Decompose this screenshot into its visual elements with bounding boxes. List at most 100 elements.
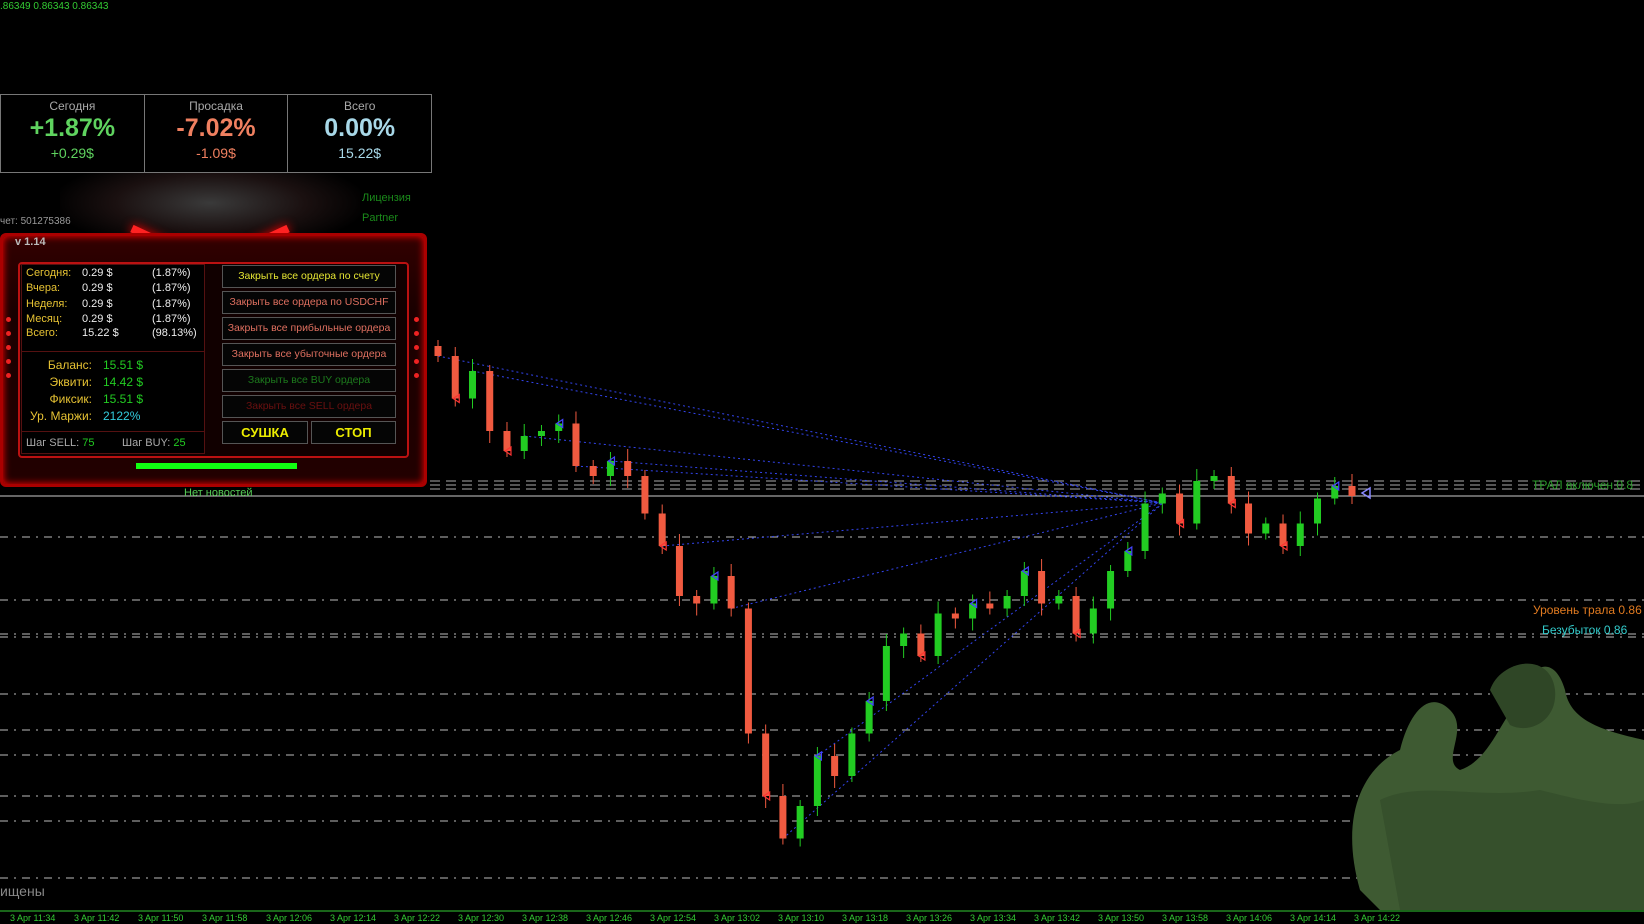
candle-body [520,436,528,451]
order-arrow [659,540,667,552]
candle-body [1227,476,1235,504]
candle-body [606,461,614,476]
candle-body [434,346,442,356]
account-row-value: 15.51 $ [103,358,144,372]
close-orders-button[interactable]: Закрыть все ордера по счету [222,265,396,288]
profit-row-label: Всего: [26,327,58,339]
profit-row-pct: (1.87%) [152,282,191,294]
candle-body [658,513,666,546]
candle-body [865,701,873,734]
breakeven-label: Безубыток 0.86 [1542,623,1628,637]
order-link-line [524,435,1164,504]
indicator-dot [414,359,419,364]
candle-body [1262,523,1270,534]
stat-amount: -1.09$ [196,145,236,161]
candle-body [641,476,649,514]
candle-body [1020,571,1028,596]
candle-body [1124,551,1132,571]
candle-body [744,608,752,734]
close-orders-button[interactable]: Закрыть все убыточные ордера [222,343,396,366]
order-arrow [1228,498,1236,509]
stat-percent: 0.00% [324,114,396,142]
order-link-line [575,465,1164,504]
partner-link[interactable]: Partner [362,212,399,224]
candle-body [831,756,839,776]
stat-percent: -7.02% [176,114,256,142]
hulk-image [1352,663,1644,910]
indicator-dot [414,331,419,336]
x-tick-label: 3 Apr 12:22 [394,913,441,923]
x-tick-label: 3 Apr 13:18 [842,913,889,923]
candle-body [1038,571,1046,604]
profit-row-label: Месяц: [26,313,63,325]
order-link-line [782,502,1164,839]
order-arrow [1176,518,1185,529]
candle-body [1003,596,1011,609]
candle-body [1089,608,1097,634]
candle-body [848,733,856,776]
candle-body [589,466,597,476]
stat-title: Сегодня [49,99,96,113]
order-link-line [610,460,1164,504]
stat-title: Всего [343,99,376,113]
x-tick-label: 3 Apr 12:06 [266,913,313,923]
x-tick-label: 3 Apr 12:38 [522,913,569,923]
stat-title: Просадка [189,99,243,113]
indicator-dot [6,373,11,378]
candle-body [1210,476,1218,481]
candle-body [900,633,908,646]
candle-body [779,796,787,839]
close-orders-button[interactable]: Закрыть все BUY ордера [222,369,396,392]
x-tick-label: 3 Apr 11:50 [138,913,184,923]
candle-body [1107,571,1115,609]
candle-body [572,423,580,466]
license-link[interactable]: Лицензия [362,192,411,204]
order-arrow [607,455,616,467]
candle-body [1193,481,1201,524]
x-tick-label: 3 Apr 13:10 [778,913,825,923]
candle-body [1314,498,1322,524]
order-link-line [472,370,1164,504]
profit-row-pct: (98.13%) [152,327,197,339]
stat-percent: +1.87% [29,114,116,142]
close-orders-button[interactable]: Закрыть все ордера по USDCHF [222,291,396,314]
order-link-line [437,355,1164,504]
candle-body [727,576,735,609]
news-label: Нет новостей [184,487,253,499]
x-tick-label: 3 Apr 14:14 [1290,913,1337,923]
account-row-label: Ур. Маржи: [30,409,92,423]
stat-today: Сегодня +1.87% +0.29$ [1,95,145,172]
candle-body [675,546,683,596]
indicator-dot [414,345,419,350]
indicator-dot [6,317,11,322]
indicator-dot [6,345,11,350]
account-number: чет: 501275386 [0,216,71,227]
profit-row-pct: (1.87%) [152,313,191,325]
candle-body [1158,493,1166,504]
dry-button[interactable]: СУШКА [222,421,308,444]
stat-drawdown: Просадка -7.02% -1.09$ [145,95,289,172]
close-orders-button[interactable]: Закрыть все прибыльные ордера [222,317,396,340]
candle-body [1296,523,1304,546]
profit-row-label: Сегодня: [26,267,72,279]
order-arrow [1331,480,1340,492]
account-row-label: Фиксик: [49,392,93,406]
account-row-value: 2122% [103,409,141,423]
stop-button[interactable]: СТОП [311,421,396,444]
profit-row-value: 0.29 $ [82,313,113,325]
trail-label: ТРАЛ включен 0.8 [1532,478,1634,492]
candle-body [624,461,632,476]
step-sell: Шаг SELL: 75 [26,437,95,449]
candle-body [882,646,890,701]
x-tick-label: 3 Apr 14:06 [1226,913,1273,923]
order-arrow [1021,565,1029,577]
order-arrow [1279,540,1288,552]
x-tick-label: 3 Apr 11:34 [10,913,56,923]
current-order-arrow [1360,486,1371,500]
step-sell-label: Шаг SELL: [26,437,80,449]
order-link-line [731,502,1164,609]
close-orders-button[interactable]: Закрыть все SELL ордера [222,395,396,418]
order-arrow [555,418,564,429]
order-arrow [762,790,771,802]
